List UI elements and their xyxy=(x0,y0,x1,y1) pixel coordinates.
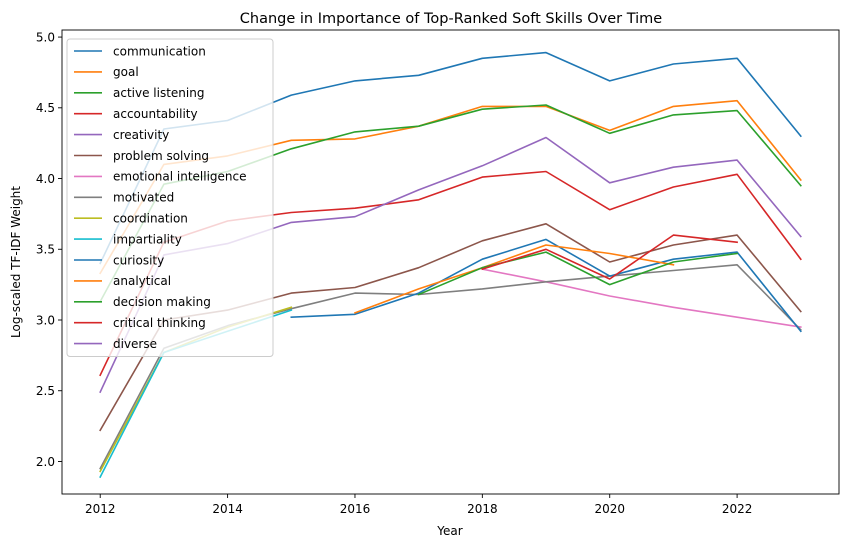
legend-label: critical thinking xyxy=(113,316,206,330)
legend-label: coordination xyxy=(113,212,188,226)
y-axis: 2.0 2.5 3.0 3.5 4.0 4.5 5.0 xyxy=(36,30,62,469)
legend-label: analytical xyxy=(113,274,171,288)
y-tick-label: 3.0 xyxy=(36,313,55,327)
series-line-11 xyxy=(353,244,675,314)
y-axis-label: Log-scaled TF-IDF Weight xyxy=(9,186,23,338)
legend-label: curiosity xyxy=(113,253,164,267)
x-tick-label: 2012 xyxy=(85,502,116,516)
legend-label: impartiality xyxy=(113,232,182,246)
legend: communication goal active listening account… xyxy=(66,38,274,357)
legend-label: communication xyxy=(113,44,206,58)
legend-label: diverse xyxy=(113,337,157,351)
y-tick-label: 2.5 xyxy=(36,384,55,398)
y-tick-label: 4.0 xyxy=(36,172,55,186)
legend-label: active listening xyxy=(113,86,204,100)
x-tick-label: 2022 xyxy=(722,502,753,516)
legend-label: accountability xyxy=(113,107,198,121)
legend-label: creativity xyxy=(113,128,169,142)
y-tick-label: 4.5 xyxy=(36,101,55,115)
series-line-6 xyxy=(481,268,802,329)
series-line-12 xyxy=(417,251,738,296)
x-axis: 2012 2014 2016 2018 2020 2022 xyxy=(85,494,752,516)
legend-label: problem solving xyxy=(113,149,209,163)
plot-frame xyxy=(61,29,840,495)
series-line-10 xyxy=(290,238,802,333)
legend-label: emotional intelligence xyxy=(113,170,247,184)
legend-label: motivated xyxy=(113,191,174,205)
x-tick-label: 2016 xyxy=(340,502,371,516)
chart-title: Change in Importance of Top-Ranked Soft … xyxy=(240,11,663,27)
x-tick-label: 2014 xyxy=(212,502,243,516)
x-tick-label: 2020 xyxy=(594,502,625,516)
y-tick-label: 2.0 xyxy=(36,455,55,469)
legend-label: decision making xyxy=(113,295,211,309)
x-tick-label: 2018 xyxy=(467,502,498,516)
x-axis-label: Year xyxy=(436,524,462,538)
y-tick-label: 3.5 xyxy=(36,243,55,257)
series-line-13 xyxy=(481,234,738,280)
legend-label: goal xyxy=(113,65,139,79)
legend-box xyxy=(66,38,274,357)
y-tick-label: 5.0 xyxy=(36,30,55,44)
